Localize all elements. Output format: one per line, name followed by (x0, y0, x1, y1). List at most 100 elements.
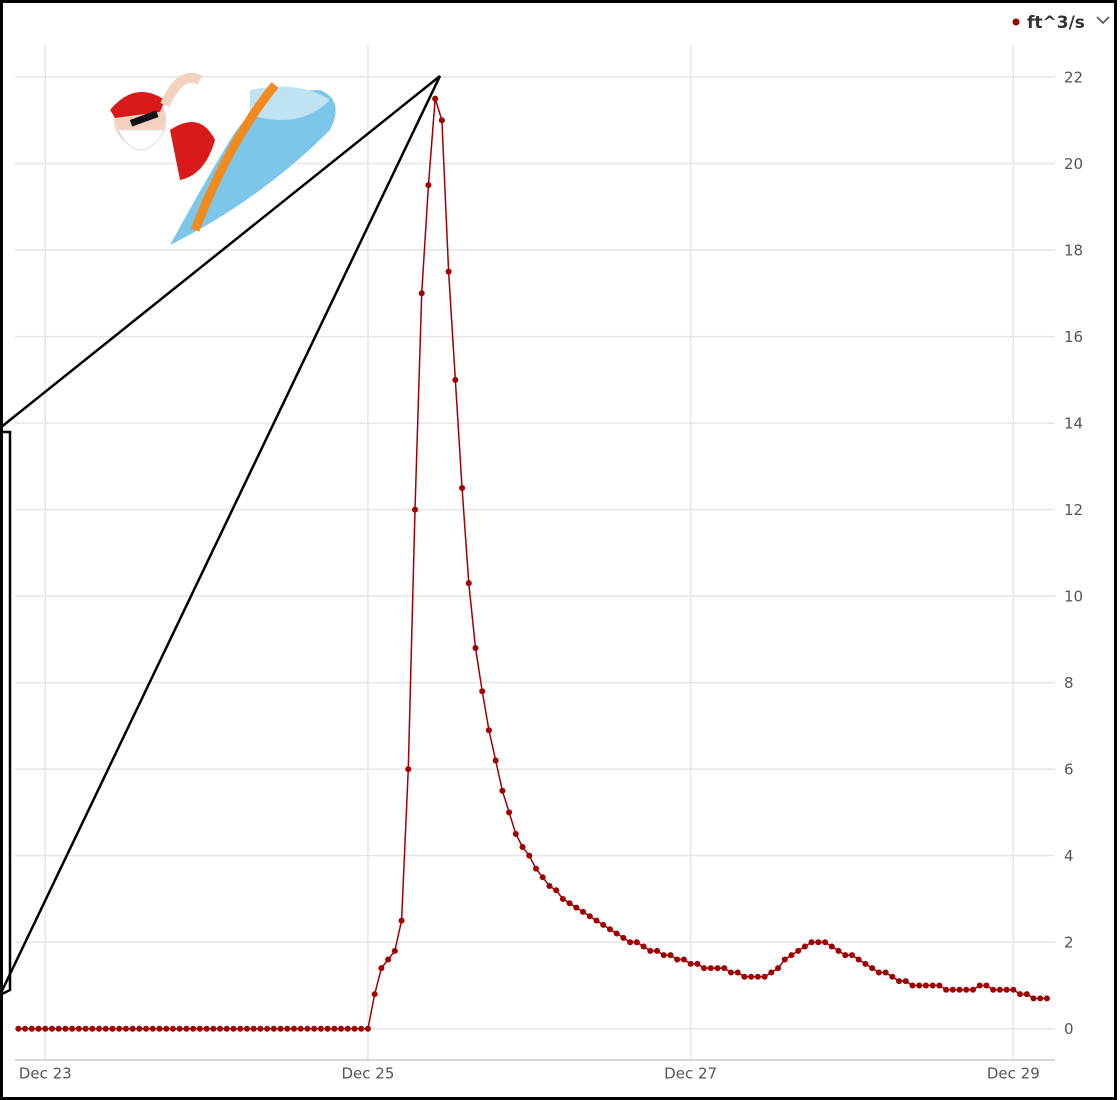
data-point (210, 1026, 216, 1032)
data-point (257, 1026, 263, 1032)
data-point (782, 957, 788, 963)
data-point (1024, 991, 1030, 997)
data-point (822, 939, 828, 945)
data-point (358, 1026, 364, 1032)
y-tick-label: 2 (1064, 934, 1074, 952)
data-point (89, 1026, 95, 1032)
data-point (553, 887, 559, 893)
data-point (170, 1026, 176, 1032)
data-point (620, 935, 626, 941)
data-point (204, 1026, 210, 1032)
data-point (856, 957, 862, 963)
data-point (298, 1026, 304, 1032)
chart: 0246810121416182022Dec 23Dec 25Dec 27Dec… (0, 0, 1120, 1100)
data-point (311, 1026, 317, 1032)
data-point (647, 948, 653, 954)
data-point (963, 987, 969, 993)
y-tick-label: 0 (1064, 1020, 1074, 1038)
data-point (432, 96, 438, 102)
y-tick-label: 18 (1064, 242, 1083, 260)
data-point (419, 290, 425, 296)
data-point (1044, 995, 1050, 1001)
illustration (110, 78, 336, 245)
data-point (540, 874, 546, 880)
data-point (594, 918, 600, 924)
data-point (197, 1026, 203, 1032)
data-point (412, 507, 418, 513)
data-point (600, 922, 606, 928)
data-point (331, 1026, 337, 1032)
data-point (56, 1026, 62, 1032)
data-point (735, 969, 741, 975)
data-point (930, 982, 936, 988)
data-point (49, 1026, 55, 1032)
data-point (667, 952, 673, 958)
data-point (143, 1026, 149, 1032)
data-point (372, 991, 378, 997)
data-point (903, 978, 909, 984)
data-point (842, 952, 848, 958)
data-point (190, 1026, 196, 1032)
data-point (318, 1026, 324, 1032)
data-point (768, 969, 774, 975)
y-tick-label: 4 (1064, 847, 1074, 865)
data-point (573, 905, 579, 911)
x-tick-label: Dec 27 (664, 1065, 717, 1083)
x-tick-label: Dec 23 (19, 1065, 72, 1083)
data-point (217, 1026, 223, 1032)
data-point (183, 1026, 189, 1032)
x-tick-label: Dec 29 (987, 1065, 1040, 1083)
data-point (251, 1026, 257, 1032)
data-point (446, 269, 452, 275)
data-point (493, 758, 499, 764)
data-point (439, 117, 445, 123)
data-point (15, 1026, 21, 1032)
series-line (18, 99, 1047, 1029)
data-point (42, 1026, 48, 1032)
data-point (513, 831, 519, 837)
data-point (304, 1026, 310, 1032)
data-point (997, 987, 1003, 993)
data-point (392, 948, 398, 954)
y-tick-label: 14 (1064, 415, 1083, 433)
data-point (634, 939, 640, 945)
data-point (748, 974, 754, 980)
data-point (775, 965, 781, 971)
data-point (916, 982, 922, 988)
data-point (936, 982, 942, 988)
data-point (278, 1026, 284, 1032)
data-point (923, 982, 929, 988)
y-tick-label: 10 (1064, 588, 1083, 606)
legend[interactable]: ft^3/s (1013, 13, 1110, 33)
legend-chevron[interactable] (1097, 17, 1109, 23)
data-point (607, 926, 613, 932)
data-point (1030, 995, 1036, 1001)
data-point (802, 944, 808, 950)
data-point (136, 1026, 142, 1032)
data-point (116, 1026, 122, 1032)
data-point (69, 1026, 75, 1032)
data-point (29, 1026, 35, 1032)
data-point (627, 939, 633, 945)
data-point (237, 1026, 243, 1032)
y-tick-label: 12 (1064, 501, 1083, 519)
data-point (109, 1026, 115, 1032)
data-point (809, 939, 815, 945)
data-point (526, 853, 532, 859)
data-point (230, 1026, 236, 1032)
data-point (345, 1026, 351, 1032)
data-point (701, 965, 707, 971)
y-tick-label: 16 (1064, 328, 1083, 346)
data-point (836, 948, 842, 954)
data-point (96, 1026, 102, 1032)
data-point (224, 1026, 230, 1032)
data-point (943, 987, 949, 993)
data-point (762, 974, 768, 980)
data-point (473, 645, 479, 651)
data-point (567, 900, 573, 906)
data-point (957, 987, 963, 993)
data-point (587, 913, 593, 919)
data-point (970, 987, 976, 993)
data-point (325, 1026, 331, 1032)
data-point (883, 969, 889, 975)
